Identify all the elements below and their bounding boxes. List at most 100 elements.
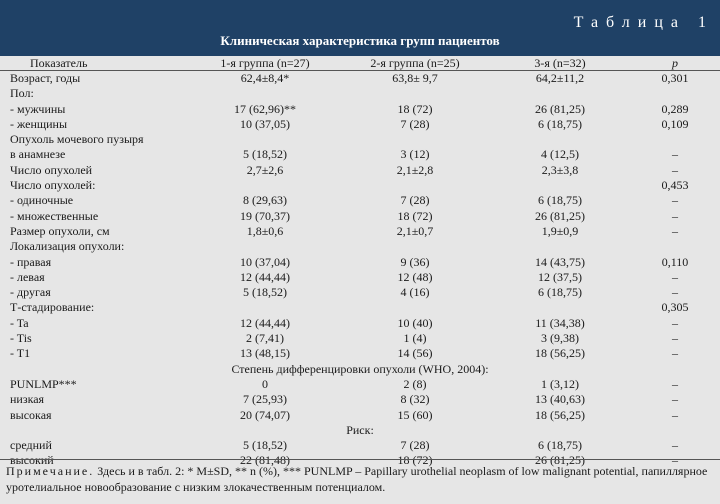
table-row: Число опухолей 2,7±2,6 2,1±2,8 2,3±3,8 –	[0, 163, 720, 178]
cell-p-value: –	[672, 346, 678, 361]
cell-group-1: 2 (7,41)	[246, 331, 284, 346]
header-row: Показатель 1-я группа (n=27) 2-я группа …	[0, 56, 720, 71]
cell-group-1	[190, 300, 340, 315]
cell-group-3: 18 (56,25)	[535, 346, 585, 361]
cell-group-1: 0	[262, 376, 268, 391]
cell-group-1: 13 (48,15)	[240, 346, 290, 361]
row-label: высокая	[10, 407, 52, 422]
cell-group-3: 4 (12,5)	[541, 147, 579, 162]
cell-group-2: 2,1±0,7	[396, 223, 434, 238]
cell-group-2: 18 (72)	[397, 101, 433, 116]
row-label: PUNLMP***	[10, 376, 77, 391]
cell-p-value: –	[672, 392, 678, 407]
cell-p-value: –	[672, 223, 678, 238]
cell-group-3: 1,9±0,9	[541, 223, 579, 238]
cell-group-3: 3 (9,38)	[541, 331, 579, 346]
row-label: - множественные	[10, 208, 99, 223]
row-label: Возраст, годы	[10, 71, 81, 85]
table-row: - Tis 2 (7,41) 1 (4) 3 (9,38) –	[0, 331, 720, 346]
table-caption: Клиническая характеристика групп пациент…	[220, 33, 500, 48]
cell-group-1: 5 (18,52)	[243, 147, 287, 162]
table-row: низкая 7 (25,93) 8 (32) 13 (40,63) –	[0, 392, 720, 407]
table-row: PUNLMP*** 0 2 (8) 1 (3,12) –	[0, 377, 720, 392]
cell-group-1: 12 (44,44)	[240, 269, 290, 284]
table-row: - мужчины 17 (62,96)** 18 (72) 26 (81,25) 0,…	[0, 102, 720, 117]
note-text: Здесь и в табл. 2: * M±SD, ** n (%), ***…	[6, 464, 708, 494]
cell-group-1: 62,4±8,4*	[240, 71, 290, 85]
cell-group-3: 26 (81,25)	[535, 101, 585, 116]
section-row: Риск:	[0, 423, 720, 438]
cell-group-2	[340, 86, 490, 101]
cell-p-value	[630, 132, 720, 147]
cell-group-3	[490, 132, 630, 147]
table-row: Опухоль мочевого пузыря	[0, 132, 720, 147]
row-label: - правая	[10, 254, 52, 269]
table-row: в анамнезе 5 (18,52) 3 (12) 4 (12,5) –	[0, 147, 720, 162]
cell-p-value: –	[672, 407, 678, 422]
cell-group-2: 18 (72)	[397, 208, 433, 223]
cell-group-3: 26 (81,25)	[535, 453, 585, 468]
cell-group-2	[340, 239, 490, 254]
table-row: - одиночные 8 (29,63) 7 (28) 6 (18,75) –	[0, 193, 720, 208]
table-row: - Ta 12 (44,44) 10 (40) 11 (34,38) –	[0, 316, 720, 331]
cell-p-value: –	[672, 208, 678, 223]
cell-group-3: 6 (18,75)	[538, 438, 582, 453]
row-label: - мужчины	[10, 101, 66, 116]
cell-group-2: 7 (28)	[400, 116, 430, 131]
row-label: Т-стадирование:	[10, 300, 95, 315]
cell-group-2	[340, 132, 490, 147]
cell-p-value: 0,110	[661, 254, 689, 269]
cell-group-1: 19 (70,37)	[240, 208, 290, 223]
table-note: Примечание. Здесь и в табл. 2: * M±SD, *…	[0, 459, 720, 504]
cell-p-value: –	[672, 269, 678, 284]
cell-group-1: 7 (25,93)	[243, 392, 287, 407]
row-label: высокий	[10, 453, 54, 468]
patient-characteristics-table: Показатель 1-я группа (n=27) 2-я группа …	[0, 56, 720, 469]
cell-group-3: 13 (40,63)	[535, 392, 585, 407]
row-label: - левая	[10, 269, 45, 284]
section-row: Степень дифференцировки опухоли (WHO, 20…	[0, 362, 720, 377]
table-row: средний 5 (18,52) 7 (28) 6 (18,75) –	[0, 438, 720, 453]
header-group-1: 1-я группа (n=27)	[190, 56, 340, 71]
header-p-value: p	[630, 56, 720, 71]
header-indicator: Показатель	[0, 56, 190, 71]
header-group-2: 2-я группа (n=25)	[340, 56, 490, 71]
cell-group-2: 7 (28)	[400, 193, 430, 208]
row-label: Пол:	[10, 86, 34, 101]
cell-group-3	[490, 300, 630, 315]
cell-group-3: 6 (18,75)	[538, 116, 582, 131]
table-row: высокий 22 (81,48) 18 (72) 26 (81,25) –	[0, 453, 720, 468]
cell-group-2: 4 (16)	[400, 285, 430, 300]
row-label: в анамнезе	[10, 147, 66, 162]
cell-p-value: –	[672, 193, 678, 208]
cell-p-value: –	[672, 376, 678, 391]
cell-group-3	[490, 86, 630, 101]
cell-group-1: 12 (44,44)	[240, 315, 290, 330]
cell-group-3: 12 (37,5)	[538, 269, 582, 284]
cell-group-1	[190, 178, 340, 193]
cell-group-2: 7 (28)	[400, 438, 430, 453]
cell-p-value: –	[672, 147, 678, 162]
row-label: - Ta	[10, 315, 29, 330]
row-label: Число опухолей	[10, 162, 93, 177]
table-row: - левая 12 (44,44) 12 (48) 12 (37,5) –	[0, 270, 720, 285]
cell-group-1	[190, 239, 340, 254]
table-row: Возраст, годы 62,4±8,4* 63,8± 9,7 64,2±11,2…	[0, 71, 720, 87]
cell-group-2: 3 (12)	[400, 147, 430, 162]
cell-group-3: 11 (34,38)	[535, 315, 585, 330]
cell-group-2: 18 (72)	[397, 453, 433, 468]
cell-group-3: 26 (81,25)	[535, 208, 585, 223]
row-label: средний	[10, 438, 52, 453]
cell-p-value: –	[672, 453, 678, 468]
row-label: - Tis	[10, 331, 32, 346]
table-row: - правая 10 (37,04) 9 (36) 14 (43,75) 0,110	[0, 255, 720, 270]
cell-group-3	[490, 178, 630, 193]
cell-group-3	[490, 239, 630, 254]
cell-group-1: 1,8±0,6	[246, 223, 284, 238]
section-label: Степень дифференцировки опухоли (WHO, 20…	[231, 361, 489, 376]
cell-group-2	[340, 300, 490, 315]
cell-p-value	[630, 86, 720, 101]
cell-p-value: –	[672, 162, 678, 177]
note-lead: Примечание.	[6, 464, 95, 478]
table-row: - женщины 10 (37,05) 7 (28) 6 (18,75) 0,109	[0, 117, 720, 132]
